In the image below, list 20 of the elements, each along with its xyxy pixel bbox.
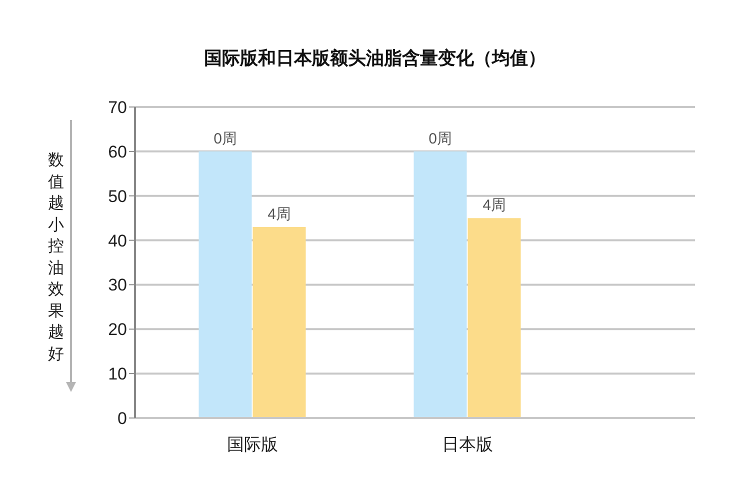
series-label: 0周	[214, 130, 237, 148]
bar	[414, 151, 467, 418]
series-label: 4周	[268, 206, 291, 223]
y-tick-label: 0	[118, 409, 127, 428]
text: 0周	[428, 130, 452, 148]
x-tick-label: 日本版	[442, 435, 493, 454]
y-tick-label: 70	[108, 98, 127, 118]
y-tick-label: 60	[108, 142, 127, 162]
bar	[198, 151, 252, 418]
chart-title: 国际版和日本版额头油脂含量变化（均值）	[203, 47, 547, 70]
y-tick-label: 10	[108, 364, 127, 384]
x-tick-label: 国际版	[227, 435, 278, 454]
text: 数值越小控油效果越好	[48, 152, 64, 362]
y-tick-label: 50	[108, 186, 127, 206]
y-tick-label: 30	[108, 276, 127, 295]
y-tick-label: 40	[108, 231, 127, 250]
text: 4周	[482, 197, 506, 214]
bar	[252, 226, 306, 418]
y-tick-label: 20	[108, 320, 127, 340]
bar	[468, 218, 521, 418]
